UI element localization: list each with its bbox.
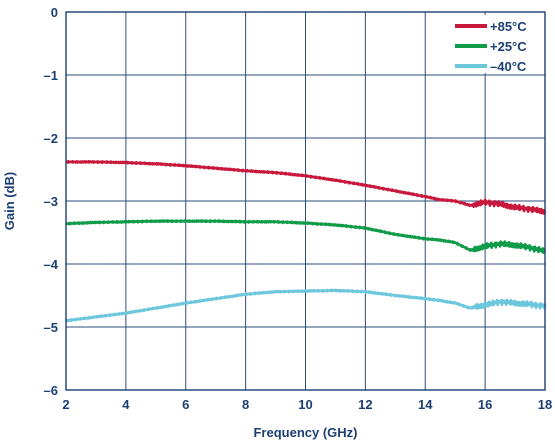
x-tick-label: 2 bbox=[62, 397, 69, 412]
series-layer bbox=[64, 159, 547, 323]
y-tick-labels: 0 –1 –2 –3 –4 –5 –6 bbox=[44, 5, 59, 398]
x-tick-label: 8 bbox=[242, 397, 249, 412]
y-tick-label: –6 bbox=[44, 383, 58, 398]
series-line-2 bbox=[65, 219, 546, 255]
x-tick-label: 6 bbox=[182, 397, 189, 412]
x-tick-label: 12 bbox=[358, 397, 372, 412]
x-tick-labels: 2 4 6 8 10 12 14 16 18 bbox=[62, 397, 552, 412]
grid-lines bbox=[65, 11, 546, 391]
legend: +85°C +25°C –40°C bbox=[449, 15, 543, 74]
legend-label: +85°C bbox=[490, 19, 527, 34]
y-tick-label: –4 bbox=[44, 257, 59, 272]
y-tick-label: –1 bbox=[44, 68, 58, 83]
plot-frame bbox=[65, 11, 546, 391]
x-tick-label: 14 bbox=[418, 397, 433, 412]
x-tick-label: 4 bbox=[122, 397, 130, 412]
x-tick-label: 18 bbox=[538, 397, 552, 412]
y-tick-label: –2 bbox=[44, 131, 58, 146]
series-line-3 bbox=[64, 288, 547, 323]
y-tick-label: –3 bbox=[44, 194, 58, 209]
legend-label: +25°C bbox=[490, 39, 527, 54]
y-tick-label: 0 bbox=[51, 5, 58, 20]
series-line-1 bbox=[65, 159, 547, 216]
y-axis-title: Gain (dB) bbox=[2, 172, 17, 231]
x-tick-label: 16 bbox=[478, 397, 492, 412]
legend-label: –40°C bbox=[490, 59, 527, 74]
x-tick-label: 10 bbox=[298, 397, 312, 412]
x-axis-title: Frequency (GHz) bbox=[253, 425, 357, 440]
y-tick-label: –5 bbox=[44, 320, 58, 335]
